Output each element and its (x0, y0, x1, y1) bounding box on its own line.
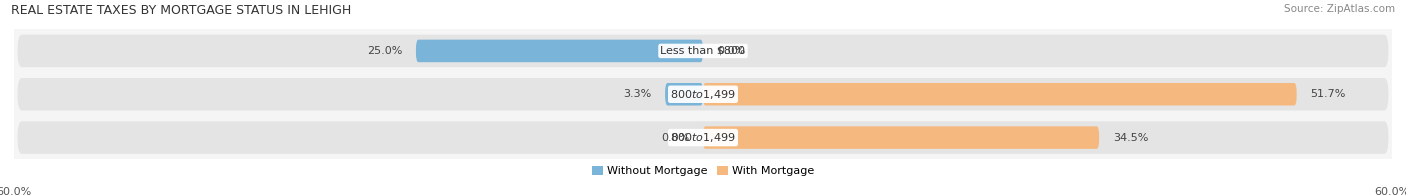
Text: 3.3%: 3.3% (623, 89, 651, 99)
Text: 0.0%: 0.0% (717, 46, 745, 56)
Text: 34.5%: 34.5% (1114, 133, 1149, 143)
Text: 0.0%: 0.0% (661, 133, 689, 143)
Text: 51.7%: 51.7% (1310, 89, 1346, 99)
FancyBboxPatch shape (17, 78, 1389, 111)
Text: REAL ESTATE TAXES BY MORTGAGE STATUS IN LEHIGH: REAL ESTATE TAXES BY MORTGAGE STATUS IN … (11, 4, 352, 17)
FancyBboxPatch shape (703, 83, 1296, 105)
Text: $800 to $1,499: $800 to $1,499 (671, 88, 735, 101)
Legend: Without Mortgage, With Mortgage: Without Mortgage, With Mortgage (588, 161, 818, 181)
FancyBboxPatch shape (665, 83, 703, 105)
FancyBboxPatch shape (416, 40, 703, 62)
Text: Less than $800: Less than $800 (661, 46, 745, 56)
Text: Source: ZipAtlas.com: Source: ZipAtlas.com (1284, 4, 1395, 14)
FancyBboxPatch shape (703, 126, 1099, 149)
Text: 25.0%: 25.0% (367, 46, 402, 56)
FancyBboxPatch shape (17, 121, 1389, 154)
Text: $800 to $1,499: $800 to $1,499 (671, 131, 735, 144)
FancyBboxPatch shape (17, 35, 1389, 67)
